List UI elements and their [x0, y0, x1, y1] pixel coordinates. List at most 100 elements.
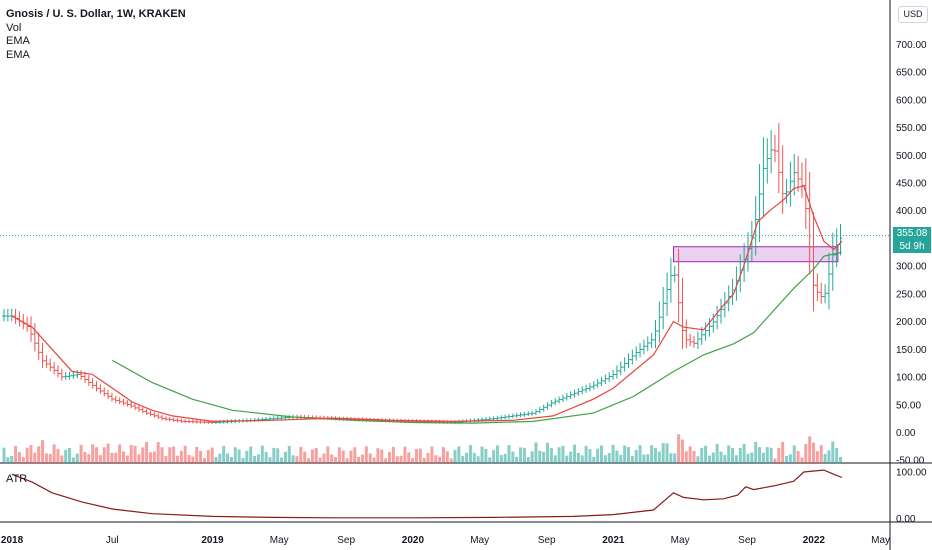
volume-bar — [438, 456, 442, 463]
volume-bar — [600, 445, 604, 463]
volume-bar — [237, 449, 241, 463]
price-tick-label: 700.00 — [896, 40, 927, 51]
volume-bar — [839, 456, 843, 463]
volume-bar — [565, 455, 569, 463]
volume-bar — [195, 446, 199, 463]
volume-bar — [44, 453, 48, 463]
volume-bar — [229, 456, 233, 463]
volume-bar — [507, 445, 511, 463]
volume-bar — [499, 455, 503, 463]
volume-bar — [457, 446, 461, 463]
volume-bar — [137, 454, 141, 463]
volume-bar — [430, 446, 434, 463]
volume-bar — [522, 447, 526, 463]
volume-bar — [480, 446, 484, 463]
volume-bar — [187, 455, 191, 463]
volume-bar — [434, 455, 438, 463]
volume-bar — [152, 451, 156, 463]
volume-bar — [557, 447, 561, 463]
price-tick-label: 0.00 — [896, 428, 916, 439]
axes: 700.00 650.00 600.00 550.00 500.00 450.00 400.… — [1, 40, 927, 546]
volume-bar — [384, 458, 388, 463]
volume-bar — [503, 453, 507, 463]
volume-bar — [831, 441, 835, 463]
volume-bar — [206, 449, 210, 463]
volume-bar — [2, 447, 6, 463]
volume-bar — [29, 444, 33, 463]
price-tick-label: 650.00 — [896, 68, 927, 79]
volume-bar — [634, 449, 638, 463]
volume-bar — [145, 442, 149, 463]
volume-bar — [71, 457, 75, 463]
volume-bar — [25, 447, 29, 463]
volume-bar — [6, 457, 10, 463]
volume-bar — [835, 448, 839, 463]
volume-bars — [2, 434, 843, 463]
price-bars — [2, 123, 843, 425]
volume-bar — [711, 452, 715, 463]
volume-bar — [642, 454, 646, 463]
volume-bar — [368, 453, 372, 463]
volume-bar — [334, 456, 338, 463]
volume-bar — [175, 455, 179, 463]
price-tick-label: 500.00 — [896, 151, 927, 162]
price-tick-label: 300.00 — [896, 262, 927, 273]
volume-bar — [704, 445, 708, 463]
volume-bar — [233, 447, 237, 463]
volume-bar — [515, 456, 519, 463]
volume-bar — [376, 448, 380, 463]
volume-bar — [707, 455, 711, 463]
volume-bar — [14, 445, 18, 463]
volume-bar — [684, 451, 688, 463]
volume-bar — [411, 458, 415, 463]
price-tick-label: 400.00 — [896, 206, 927, 217]
volume-bar — [118, 444, 122, 463]
volume-bar — [476, 456, 480, 463]
time-tick-label: 2022 — [803, 535, 826, 546]
volume-bar — [677, 434, 681, 463]
volume-bar — [700, 448, 704, 463]
volume-bar — [603, 455, 607, 463]
legend-item-ema-2[interactable]: EMA — [6, 48, 30, 61]
price-tick-label: 550.00 — [896, 123, 927, 134]
volume-bar — [530, 451, 534, 463]
volume-bar — [561, 445, 565, 463]
volume-bar — [407, 452, 411, 463]
volume-bar — [630, 455, 634, 463]
volume-bar — [742, 444, 746, 463]
legend-item-ema-1[interactable]: EMA — [6, 35, 30, 47]
volume-bar — [449, 458, 453, 463]
volume-bar — [534, 442, 538, 463]
volume-bar — [322, 453, 326, 463]
volume-bar — [17, 452, 21, 463]
volume-bar — [183, 445, 187, 463]
time-tick-label: May — [470, 535, 489, 546]
volume-bar — [734, 455, 738, 463]
volume-bar — [788, 454, 792, 463]
time-tick-label: 2021 — [602, 535, 625, 546]
indicator-lines — [11, 185, 843, 519]
volume-bar — [214, 456, 218, 463]
volume-bar — [542, 451, 546, 463]
volume-bar — [526, 457, 530, 463]
volume-bar — [122, 451, 126, 463]
volume-bar — [303, 451, 307, 463]
time-tick-label: Sep — [738, 535, 756, 546]
volume-bar — [573, 444, 577, 463]
volume-bar — [665, 443, 669, 463]
volume-bar — [276, 448, 280, 463]
volume-bar — [626, 447, 630, 463]
volume-bar — [715, 443, 719, 463]
volume-bar — [650, 445, 654, 463]
legend-item-vol[interactable]: Vol — [6, 21, 22, 34]
volume-bar — [781, 441, 785, 463]
volume-bar — [268, 457, 272, 463]
currency-button[interactable]: USD — [898, 6, 928, 23]
volume-bar — [218, 453, 222, 463]
volume-bar — [330, 454, 334, 463]
volume-bar — [773, 458, 777, 463]
volume-bar — [538, 450, 542, 463]
volume-bar — [280, 457, 284, 463]
atr-legend-label[interactable]: ATR — [6, 473, 28, 485]
